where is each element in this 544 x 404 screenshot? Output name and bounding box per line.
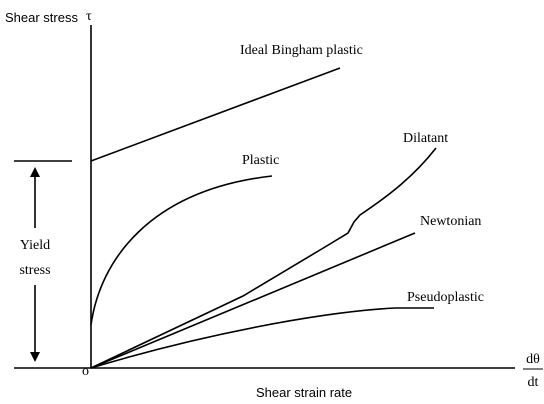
y-axis-symbol: τ: [86, 9, 92, 24]
curve-label: Ideal Bingham plastic: [240, 43, 363, 58]
bingham-curve: [90, 67, 341, 162]
yield-label: stress: [19, 263, 50, 278]
curve-label: Plastic: [242, 153, 279, 168]
x-axis-label: Shear strain rate: [256, 385, 352, 400]
dilatant-curve: [90, 147, 437, 369]
plastic-curve: [90, 175, 273, 326]
yield-label: Yield: [20, 238, 50, 253]
y-axis-label: Shear stress: [5, 10, 78, 25]
newtonian-curve: [90, 232, 416, 369]
curve-label: Newtonian: [420, 214, 481, 229]
curve-label: Dilatant: [403, 131, 448, 146]
origin-label: o: [82, 364, 89, 379]
x-symbol-numerator: dθ: [526, 352, 540, 367]
curve-label: Pseudoplastic: [407, 290, 484, 305]
x-symbol-denominator: dt: [528, 375, 539, 390]
pseudoplastic-curve: [90, 307, 434, 369]
